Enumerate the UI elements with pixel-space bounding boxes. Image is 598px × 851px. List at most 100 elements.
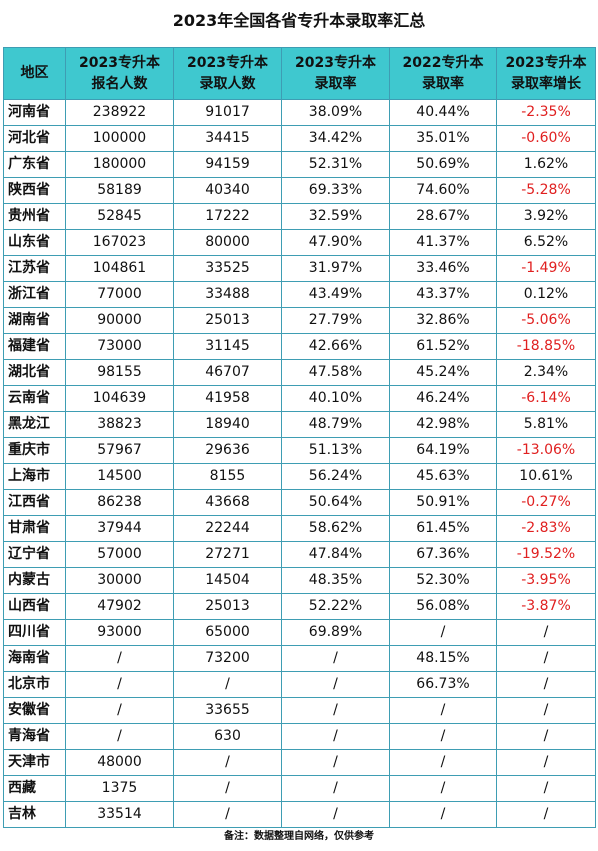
region-cell: 福建省 (3, 333, 66, 360)
rate-2023-cell: 58.62% (281, 515, 390, 542)
table-body: 河南省 238922 91017 38.09% 40.44% -2.35% 河北省 10000… (3, 99, 596, 828)
rate-2022-cell: 56.08% (389, 593, 497, 620)
rate-2022-cell: 45.24% (389, 359, 497, 386)
region-cell: 重庆市 (3, 437, 66, 464)
region-cell: 北京市 (3, 671, 66, 698)
region-cell: 湖北省 (3, 359, 66, 386)
region-cell: 江西省 (3, 489, 66, 516)
table-row: 辽宁省 57000 27271 47.84% 67.36% -19.52% (3, 541, 596, 568)
region-cell: 山东省 (3, 229, 66, 256)
table-row: 陕西省 58189 40340 69.33% 74.60% -5.28% (3, 177, 596, 204)
admitted-cell: / (173, 775, 282, 802)
rate-growth-cell: / (496, 671, 596, 698)
region-cell: 广东省 (3, 151, 66, 178)
rate-growth-cell: -6.14% (496, 385, 596, 412)
rate-2023-cell: 47.58% (281, 359, 390, 386)
table-row: 西藏 1375// / / (3, 775, 596, 802)
rate-2022-cell: 48.15% (389, 645, 497, 672)
table-header: 地区 2023专升本 报名人数 2023专升本 录取人数 2023专升本 录取率 20… (3, 47, 596, 100)
applicants-cell: 1375 (65, 775, 174, 802)
admitted-cell: 630 (173, 723, 282, 750)
page-title: 2023年全国各省专升本录取率汇总 (172, 11, 426, 30)
region-cell: 河北省 (3, 125, 66, 152)
table-row: 安徽省/33655// / (3, 697, 596, 724)
rate-growth-cell: / (496, 775, 596, 802)
header-applicants: 2023专升本 报名人数 (65, 47, 174, 100)
rate-growth-cell: -13.06% (496, 437, 596, 464)
region-cell: 陕西省 (3, 177, 66, 204)
rate-2022-cell: 28.67% (389, 203, 497, 230)
region-cell: 上海市 (3, 463, 66, 490)
applicants-cell: 86238 (65, 489, 174, 516)
rate-growth-cell: -19.52% (496, 541, 596, 568)
admitted-cell: 65000 (173, 619, 282, 646)
rate-2023-cell: 27.79% (281, 307, 390, 334)
rate-2023-cell: 50.64% (281, 489, 390, 516)
rate-growth-cell: / (496, 619, 596, 646)
admitted-cell: 22244 (173, 515, 282, 542)
rate-2023-cell: 48.79% (281, 411, 390, 438)
rate-2022-cell: / (389, 801, 497, 828)
admitted-cell: 46707 (173, 359, 282, 386)
rate-2022-cell: / (389, 619, 497, 646)
admitted-cell: 25013 (173, 593, 282, 620)
table-row: 山东省 167023 80000 47.90% 41.37% 6.52% (3, 229, 596, 256)
table-row: 云南省 104639 41958 40.10% 46.24% -6.14% (3, 385, 596, 412)
rate-2023-cell: / (281, 775, 390, 802)
rate-2023-cell: 34.42% (281, 125, 390, 152)
rate-growth-cell: / (496, 697, 596, 724)
table-row: 河北省 100000 34415 34.42% 35.01% -0.60% (3, 125, 596, 152)
applicants-cell: 48000 (65, 749, 174, 776)
admitted-cell: 33655 (173, 697, 282, 724)
applicants-cell: / (65, 723, 174, 750)
admitted-cell: / (173, 671, 282, 698)
rate-2022-cell: / (389, 749, 497, 776)
admitted-cell: 25013 (173, 307, 282, 334)
applicants-cell: 52845 (65, 203, 174, 230)
table-row: 河南省 238922 91017 38.09% 40.44% -2.35% (3, 99, 596, 126)
rate-growth-cell: / (496, 723, 596, 750)
applicants-cell: 57967 (65, 437, 174, 464)
region-cell: 内蒙古 (3, 567, 66, 594)
rate-growth-cell: 1.62% (496, 151, 596, 178)
rate-2023-cell: 32.59% (281, 203, 390, 230)
rate-2022-cell: 33.46% (389, 255, 497, 282)
rate-2022-cell: 64.19% (389, 437, 497, 464)
header-row: 地区 2023专升本 报名人数 2023专升本 录取人数 2023专升本 录取率 20… (3, 47, 596, 100)
applicants-cell: 104861 (65, 255, 174, 282)
rate-2022-cell: / (389, 697, 497, 724)
applicants-cell: 47902 (65, 593, 174, 620)
rate-2023-cell: 42.66% (281, 333, 390, 360)
table-row: 内蒙古 30000 14504 48.35% 52.30% -3.95% (3, 567, 596, 594)
table-row: 青海省/630// / (3, 723, 596, 750)
rate-2022-cell: / (389, 723, 497, 750)
rate-2023-cell: 51.13% (281, 437, 390, 464)
rate-2022-cell: 42.98% (389, 411, 497, 438)
rate-growth-cell: -5.06% (496, 307, 596, 334)
admitted-cell: 94159 (173, 151, 282, 178)
rate-2022-cell: 52.30% (389, 567, 497, 594)
header-rate-growth: 2023专升本 录取率增长 (496, 47, 596, 100)
header-rate-2023: 2023专升本 录取率 (281, 47, 390, 100)
applicants-cell: / (65, 645, 174, 672)
footer-note: 备注：数据整理自网络，仅供参考 (224, 831, 374, 842)
region-cell: 黑龙江 (3, 411, 66, 438)
region-cell: 辽宁省 (3, 541, 66, 568)
table-row: 重庆市 57967 29636 51.13% 64.19% -13.06% (3, 437, 596, 464)
applicants-cell: 167023 (65, 229, 174, 256)
applicants-cell: / (65, 697, 174, 724)
rate-growth-cell: -1.49% (496, 255, 596, 282)
header-region: 地区 (3, 47, 66, 100)
rate-2023-cell: 47.90% (281, 229, 390, 256)
rate-2023-cell: / (281, 671, 390, 698)
region-cell: 山西省 (3, 593, 66, 620)
rate-2022-cell: 50.91% (389, 489, 497, 516)
rate-2022-cell: 35.01% (389, 125, 497, 152)
table-row: 江苏省 104861 33525 31.97% 33.46% -1.49% (3, 255, 596, 282)
applicants-cell: 100000 (65, 125, 174, 152)
applicants-cell: 73000 (65, 333, 174, 360)
rate-2022-cell: 32.86% (389, 307, 497, 334)
table-row: 江西省 86238 43668 50.64% 50.91% -0.27% (3, 489, 596, 516)
rate-2023-cell: 47.84% (281, 541, 390, 568)
region-cell: 天津市 (3, 749, 66, 776)
